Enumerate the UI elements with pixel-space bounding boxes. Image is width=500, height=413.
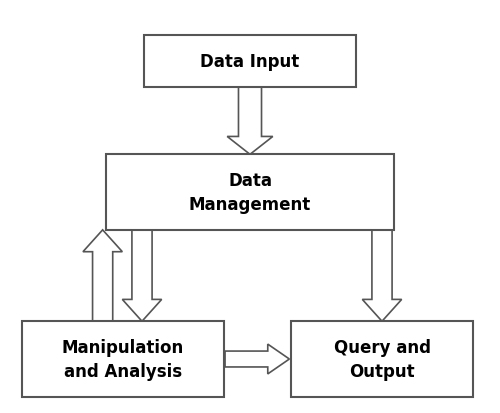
Polygon shape <box>227 88 273 155</box>
Polygon shape <box>362 230 402 321</box>
FancyBboxPatch shape <box>22 321 224 397</box>
FancyBboxPatch shape <box>291 321 473 397</box>
Polygon shape <box>122 230 162 321</box>
Text: Query and
Output: Query and Output <box>334 338 430 380</box>
FancyBboxPatch shape <box>106 155 394 230</box>
Text: Manipulation
and Analysis: Manipulation and Analysis <box>62 338 184 380</box>
Polygon shape <box>225 344 290 374</box>
Text: Data Input: Data Input <box>200 53 300 71</box>
Text: Data
Management: Data Management <box>189 172 311 214</box>
Polygon shape <box>83 230 122 321</box>
FancyBboxPatch shape <box>144 36 356 88</box>
